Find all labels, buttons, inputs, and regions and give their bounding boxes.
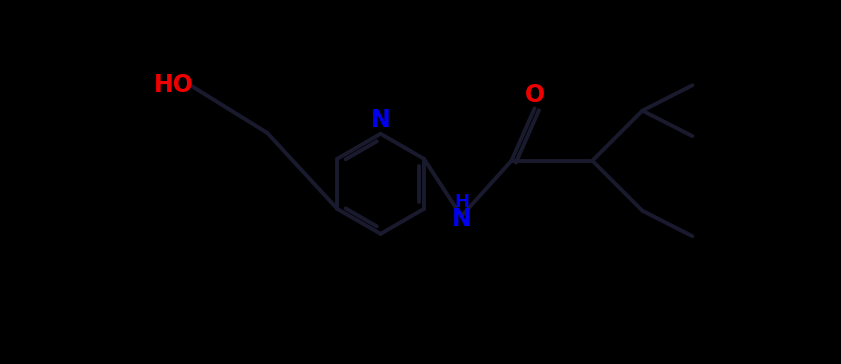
Text: N: N — [371, 108, 390, 132]
Text: H: H — [454, 193, 469, 211]
Text: HO: HO — [154, 73, 193, 97]
Text: O: O — [525, 83, 545, 107]
Text: N: N — [452, 207, 471, 231]
